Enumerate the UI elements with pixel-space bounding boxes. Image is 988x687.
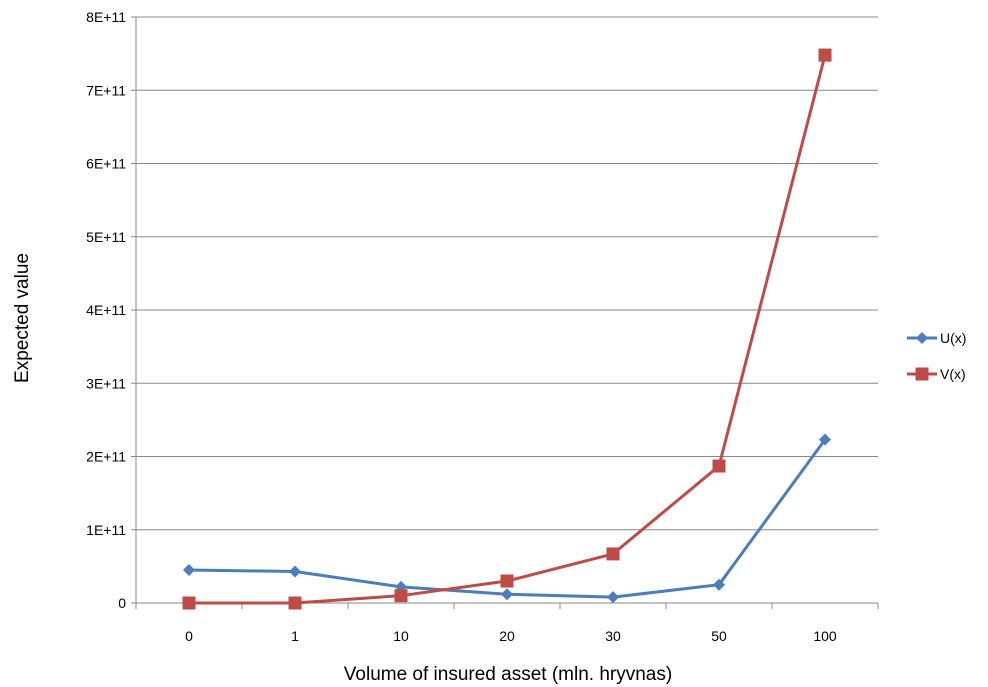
legend-label: V(x) xyxy=(940,366,966,382)
y-tick-label: 7E+11 xyxy=(86,82,126,98)
data-point-U(x)-30 xyxy=(607,591,619,604)
data-point-V(x)-1 xyxy=(288,596,302,610)
data-point-U(x)-20 xyxy=(501,588,513,601)
y-tick-label: 6E+11 xyxy=(86,156,126,172)
legend-marker-0 xyxy=(916,332,928,344)
y-tick-label: 0 xyxy=(118,595,126,611)
data-point-U(x)-0 xyxy=(183,564,195,577)
legend-label: U(x) xyxy=(940,330,966,346)
y-tick-label: 3E+11 xyxy=(86,375,126,391)
x-tick-label: 0 xyxy=(185,628,193,644)
x-tick-label: 10 xyxy=(393,628,409,644)
data-point-V(x)-20 xyxy=(500,574,514,588)
data-point-V(x)-0 xyxy=(182,596,196,610)
y-tick-label: 4E+11 xyxy=(86,302,126,318)
x-tick-label: 50 xyxy=(711,628,727,644)
data-point-V(x)-10 xyxy=(394,589,408,603)
x-tick-label: 30 xyxy=(605,628,621,644)
x-tick-label: 20 xyxy=(499,628,515,644)
legend: U(x) V(x) xyxy=(907,330,966,382)
series-V(x) xyxy=(182,48,832,610)
data-point-V(x)-30 xyxy=(606,547,620,561)
y-axis-ticks: 0 1E+11 2E+11 3E+11 4E+11 5E+11 6E+11 7E+11 8E+1… xyxy=(86,9,136,611)
series-line-0 xyxy=(188,438,827,599)
data-point-U(x)-1 xyxy=(289,565,301,578)
y-tick-label: 5E+11 xyxy=(86,229,126,245)
y-tick-label: 8E+11 xyxy=(86,9,126,25)
legend-item: U(x) xyxy=(907,330,966,346)
series-line-1 xyxy=(189,54,827,605)
x-axis-title: Volume of insured asset (mln. hryvnas) xyxy=(344,664,672,685)
y-tick-label: 2E+11 xyxy=(86,449,126,465)
x-axis-ticks: 0 1 10 20 30 50 100 xyxy=(135,603,879,644)
data-point-U(x)-50 xyxy=(713,578,725,591)
data-point-V(x)-50 xyxy=(712,459,726,473)
y-tick-label: 1E+11 xyxy=(86,522,126,538)
data-point-U(x)-100 xyxy=(819,433,831,446)
legend-marker-1 xyxy=(915,367,929,381)
gridlines xyxy=(136,16,878,531)
legend-item: V(x) xyxy=(907,366,966,382)
x-tick-label: 1 xyxy=(291,628,299,644)
series-U(x) xyxy=(183,433,831,604)
y-axis-title: Expected value xyxy=(12,253,33,383)
x-tick-label: 100 xyxy=(813,628,837,644)
data-point-V(x)-100 xyxy=(818,48,832,62)
series-layer xyxy=(182,48,832,610)
